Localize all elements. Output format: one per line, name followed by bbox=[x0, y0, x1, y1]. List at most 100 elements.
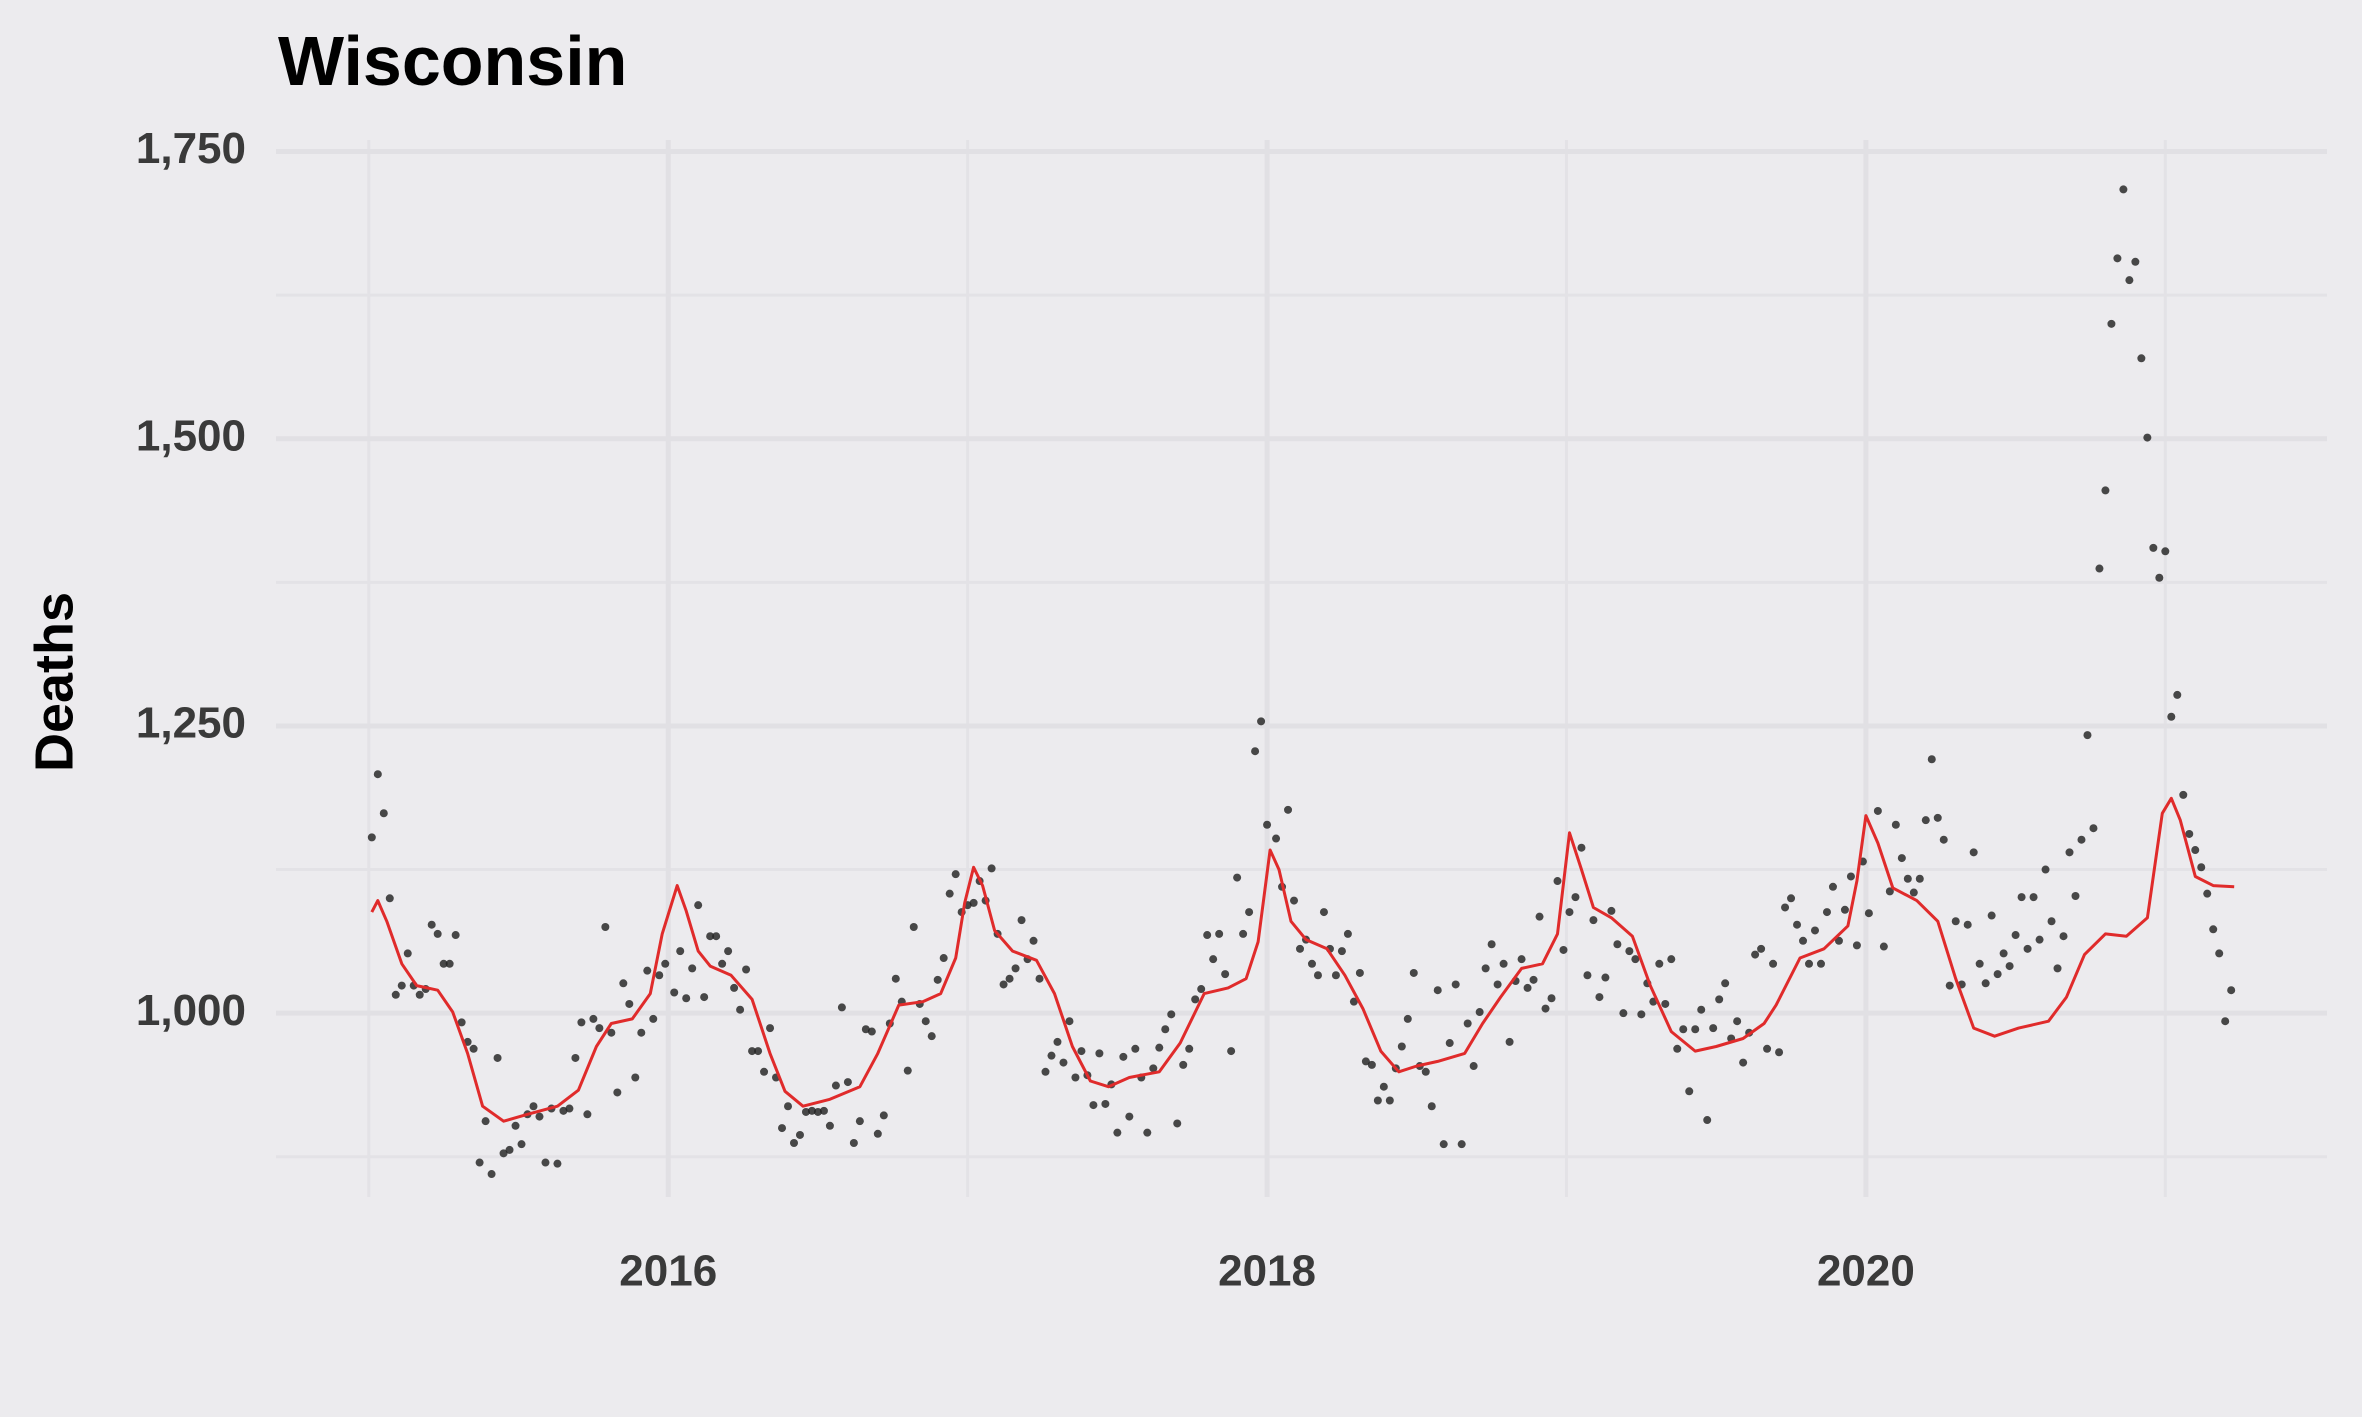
point bbox=[676, 947, 685, 956]
point bbox=[1481, 964, 1490, 973]
point bbox=[1439, 1140, 1448, 1149]
point bbox=[921, 1017, 930, 1026]
point bbox=[565, 1104, 574, 1113]
point bbox=[1787, 894, 1796, 903]
point bbox=[1661, 999, 1670, 1008]
y-axis-label: Deaths bbox=[24, 592, 84, 772]
point bbox=[1272, 834, 1281, 843]
point bbox=[825, 1121, 834, 1130]
point bbox=[1421, 1067, 1430, 1076]
point bbox=[2083, 731, 2092, 740]
point bbox=[661, 959, 670, 968]
point bbox=[1319, 908, 1328, 917]
point bbox=[367, 833, 376, 842]
point bbox=[1397, 1042, 1406, 1051]
point bbox=[945, 889, 954, 898]
point bbox=[625, 999, 634, 1008]
point bbox=[724, 947, 733, 956]
point bbox=[1427, 1102, 1436, 1111]
point bbox=[1589, 916, 1598, 925]
point bbox=[2041, 865, 2050, 874]
point bbox=[1457, 1140, 1466, 1149]
point bbox=[1296, 944, 1305, 953]
point bbox=[1523, 983, 1532, 992]
y-tick-label: 1,250 bbox=[136, 699, 246, 748]
point bbox=[1445, 1039, 1454, 1048]
point bbox=[1903, 874, 1912, 883]
point bbox=[933, 975, 942, 984]
point bbox=[2191, 846, 2200, 855]
point bbox=[1993, 970, 2002, 979]
point bbox=[1451, 980, 1460, 989]
point bbox=[1607, 906, 1616, 915]
point bbox=[1763, 1044, 1772, 1053]
point bbox=[1191, 995, 1200, 1004]
point bbox=[2179, 790, 2188, 799]
point bbox=[595, 1024, 604, 1033]
point bbox=[481, 1117, 490, 1126]
point bbox=[1577, 843, 1586, 852]
point bbox=[1655, 959, 1664, 968]
point bbox=[1840, 905, 1849, 914]
point bbox=[754, 1047, 763, 1056]
point bbox=[1071, 1073, 1080, 1082]
point bbox=[2137, 354, 2146, 363]
point bbox=[1119, 1052, 1128, 1061]
point bbox=[1313, 971, 1322, 980]
point bbox=[1799, 936, 1808, 945]
point bbox=[1846, 872, 1855, 881]
point bbox=[789, 1139, 798, 1148]
point bbox=[613, 1088, 622, 1097]
point bbox=[807, 1106, 816, 1115]
y-tick-label: 1,000 bbox=[136, 986, 246, 1035]
point bbox=[2101, 486, 2110, 495]
point bbox=[766, 1024, 775, 1033]
point bbox=[1810, 926, 1819, 935]
point bbox=[2185, 829, 2194, 838]
point bbox=[1337, 947, 1346, 956]
point bbox=[1221, 970, 1230, 979]
point bbox=[2143, 433, 2152, 442]
point bbox=[1981, 979, 1990, 988]
point bbox=[1685, 1087, 1694, 1096]
point bbox=[1864, 909, 1873, 918]
point bbox=[682, 994, 691, 1003]
point bbox=[2209, 925, 2218, 934]
point bbox=[475, 1158, 484, 1167]
point bbox=[571, 1053, 580, 1062]
point bbox=[499, 1149, 508, 1158]
point bbox=[1239, 929, 1248, 938]
point bbox=[2095, 564, 2104, 573]
point bbox=[2215, 949, 2224, 958]
point bbox=[1203, 931, 1212, 940]
point bbox=[939, 954, 948, 963]
point bbox=[1029, 936, 1038, 945]
point bbox=[1897, 854, 1906, 863]
grid bbox=[276, 140, 2327, 1197]
point bbox=[801, 1107, 810, 1116]
point bbox=[1891, 820, 1900, 829]
point bbox=[439, 959, 448, 968]
point bbox=[2035, 935, 2044, 944]
point bbox=[1047, 1051, 1056, 1060]
point bbox=[1307, 959, 1316, 968]
point bbox=[1077, 1047, 1086, 1056]
point bbox=[700, 993, 709, 1002]
point bbox=[1703, 1116, 1712, 1125]
point bbox=[1873, 806, 1882, 815]
point bbox=[1185, 1044, 1194, 1053]
point bbox=[1469, 1062, 1478, 1071]
point bbox=[2077, 835, 2086, 844]
point bbox=[730, 983, 739, 992]
point bbox=[385, 894, 394, 903]
point bbox=[831, 1081, 840, 1090]
point bbox=[529, 1102, 538, 1111]
point bbox=[397, 981, 406, 990]
point bbox=[1691, 1025, 1700, 1034]
point bbox=[487, 1170, 496, 1179]
point bbox=[1879, 942, 1888, 951]
point bbox=[2161, 547, 2170, 556]
point bbox=[843, 1078, 852, 1087]
point bbox=[1113, 1128, 1122, 1137]
